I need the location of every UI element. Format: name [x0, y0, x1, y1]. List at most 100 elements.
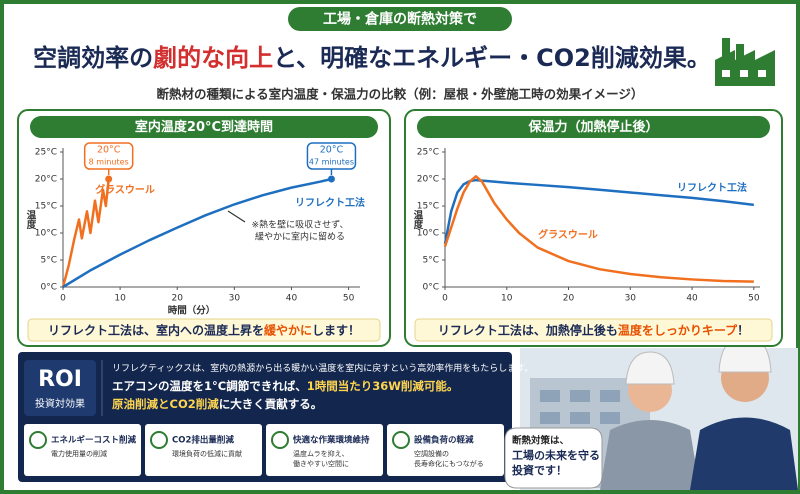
chart-panel: [404, 109, 783, 347]
caption-box: [414, 318, 773, 342]
end-point: [327, 175, 335, 183]
benefit-title: CO2排出量削減: [172, 435, 234, 446]
benefit-desc: 空調設備の: [414, 449, 449, 458]
text-part: リフレクト工法は、加熱停止後も: [438, 322, 618, 337]
chart-header: [30, 116, 378, 138]
x-tick-label: 10: [114, 294, 126, 304]
y-tick-label: 5°C: [422, 256, 439, 266]
series-line: [62, 177, 332, 289]
y-tick-label: 15°C: [35, 202, 57, 212]
benefit-title: エネルギーコスト削減: [51, 435, 137, 446]
x-tick-label: 0: [60, 294, 66, 304]
callout-text: 20°C: [320, 145, 344, 156]
benefit-desc: 環境負荷の低減に貢献: [172, 449, 242, 458]
roi-subtitle: 投資対効果: [35, 397, 85, 410]
x-axis-label: 時間（分）: [168, 305, 216, 317]
y-tick-label: 15°C: [417, 202, 439, 212]
y-tick-label: 5°C: [40, 256, 57, 266]
text-part: します！: [312, 323, 360, 337]
x-tick-label: 10: [501, 294, 513, 304]
x-tick-label: 20: [563, 294, 575, 304]
caption-box: [27, 318, 381, 342]
chart-header: [417, 116, 770, 138]
note: 緩やかに室内に留める: [255, 231, 345, 243]
series-label: リフレクト工法: [677, 181, 747, 194]
note-arrow: [227, 210, 246, 223]
factory-icon: [715, 38, 775, 86]
benefit-title: 快適な作業環境維持: [293, 435, 370, 446]
y-tick-label: 25°C: [417, 148, 439, 158]
x-tick-label: 40: [686, 294, 698, 304]
x-tick-label: 0: [442, 294, 448, 304]
end-point: [105, 175, 113, 183]
text-part: に大きく貢献する。: [219, 397, 323, 411]
series-label: グラスウール: [95, 183, 155, 196]
subtitle: 断熱材の種類による室内温度・保温力の比較（例：屋根・外壁施工時の効果イメージ）: [157, 87, 644, 102]
roi-title: ROI: [38, 367, 82, 392]
benefit-icon: [29, 431, 47, 449]
title: 空調効率の劇的な向上と、明確なエネルギー・CO2削減効果。: [33, 44, 711, 72]
y-axis-label: 温度: [412, 209, 424, 230]
series-line: [443, 175, 754, 283]
benefit-card: [145, 424, 262, 476]
benefit-icon: [271, 431, 289, 449]
y-tick-label: 20°C: [35, 175, 57, 185]
y-tick-label: 0°C: [422, 283, 439, 293]
note: ※熱を壁に吸収させず、: [252, 219, 349, 231]
benefit-desc: 長寿命化にもつながる: [414, 459, 484, 468]
text-part: ！: [737, 323, 749, 337]
callout-text: 47 minutes: [309, 158, 354, 167]
chart-title: 室内温度20°C到達時間: [135, 119, 273, 135]
text-part: リフレクティックスは、室内の熱源から出る暖かい温度を室内に戻すという高効率作用を…: [112, 362, 533, 374]
caption: リフレクト工法は、室内への温度上昇を緩やかにします！: [48, 322, 360, 337]
chart-title: 保温力（加熱停止後）: [527, 119, 658, 135]
benefit-card: [387, 424, 504, 476]
bubble-text: 工場の未来を守る: [512, 448, 600, 462]
text-part: と、明確なエネルギー・CO2削減効果。: [273, 44, 711, 72]
y-tick-label: 0°C: [40, 283, 57, 293]
y-tick-label: 25°C: [35, 148, 57, 158]
roi-line: リフレクティックスは、室内の熱源から出る暖かい温度を室内に戻すという高効率作用を…: [112, 362, 533, 374]
banner: [288, 7, 512, 31]
benefit-desc: 電力使用量の削減: [51, 449, 107, 458]
y-tick-label: 10°C: [417, 229, 439, 239]
benefit-card: [266, 424, 383, 476]
text-part: 劇的な向上: [153, 44, 273, 72]
x-tick-label: 30: [229, 294, 241, 304]
y-tick-label: 20°C: [417, 175, 439, 185]
x-tick-label: 50: [748, 294, 760, 304]
benefit-title: 設備負荷の軽減: [414, 435, 474, 446]
roi-line: 原油削減とCO2削減に大きく貢献する。: [112, 397, 322, 411]
caption: リフレクト工法は、加熱停止後も温度をしっかりキープ！: [438, 322, 749, 337]
series-label: リフレクト工法: [295, 196, 365, 209]
callout-text: 8 minutes: [89, 158, 129, 167]
x-tick-label: 20: [172, 294, 184, 304]
text-part: 空調効率の: [33, 44, 153, 72]
series-label: グラスウール: [538, 228, 598, 241]
y-axis-label: 温度: [25, 209, 37, 230]
benefit-card: [24, 424, 141, 476]
roi-badge: [24, 360, 96, 416]
callout-text: 20°C: [97, 145, 121, 156]
text-part: 温度をしっかりキープ: [618, 322, 738, 337]
bubble-text: 投資です！: [512, 463, 567, 477]
text-part: リフレクト工法は、室内への温度上昇を: [48, 322, 264, 337]
benefit-icon: [150, 431, 168, 449]
text-part: 緩やかに: [264, 322, 312, 337]
text-part: 原油削減とCO2削減: [112, 397, 219, 411]
speech-bubble: [504, 427, 603, 489]
series-line: [443, 178, 754, 245]
roi-line: エアコンの温度を1°C調節できれば、1時間当たり36W削減可能。: [112, 379, 458, 393]
bubble-text: 断熱対策は、: [512, 435, 569, 447]
x-tick-label: 50: [343, 294, 355, 304]
x-tick-label: 30: [625, 294, 637, 304]
benefit-desc: 働きやすい空間に: [293, 459, 349, 468]
benefit-desc: 温度ムラを抑え、: [293, 449, 349, 458]
benefit-icon: [392, 431, 410, 449]
banner-text: 工場・倉庫の断熱対策で: [323, 11, 477, 28]
x-tick-label: 40: [286, 294, 298, 304]
text-part: 1時間当たり36W削減可能。: [307, 379, 459, 393]
series-line: [61, 178, 110, 288]
